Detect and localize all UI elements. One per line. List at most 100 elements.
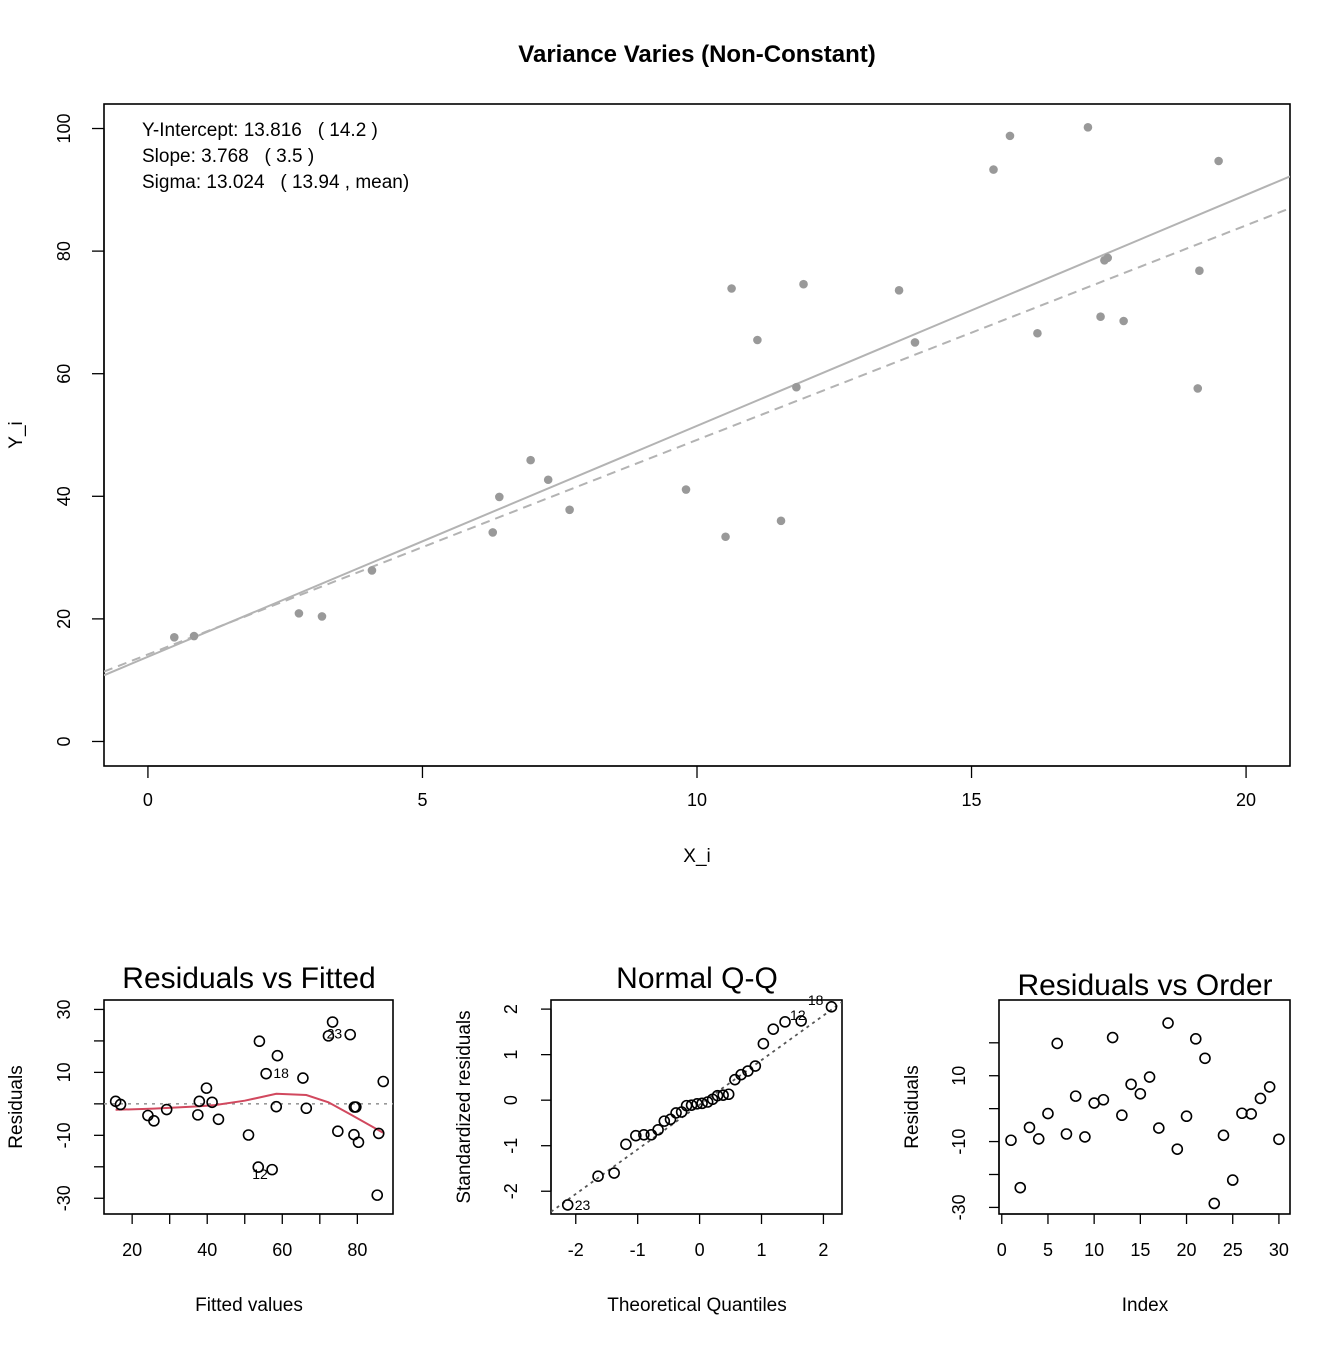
order-residual-point (1023, 1121, 1036, 1134)
residual-point (160, 1103, 173, 1116)
order-residual-point (1226, 1174, 1239, 1186)
fitted-x-tick-label: 80 (347, 1240, 367, 1260)
order-residual-point (1116, 1109, 1128, 1122)
point-label: 23 (327, 1026, 343, 1042)
order-residual-point (1263, 1081, 1276, 1093)
normal-qq-y-label: Standardized residuals (454, 1010, 475, 1203)
order-x-tick-label: 20 (1177, 1240, 1197, 1260)
intercept-annotation: Y-Intercept: 13.816 ( 14.2 ) (142, 120, 378, 141)
residual-point (192, 1109, 204, 1121)
qq-point (711, 1089, 724, 1102)
residual-point (206, 1096, 218, 1109)
data-point (894, 286, 904, 295)
order-residual-point (1106, 1031, 1119, 1044)
data-point (488, 528, 498, 537)
data-point (681, 485, 691, 494)
main-x-tick-label: 10 (687, 790, 707, 810)
data-point (753, 335, 762, 345)
order-residual-point (1217, 1129, 1230, 1142)
order-residual-point (1245, 1108, 1257, 1120)
normal-qq-panel: Normal Q-Q Theoretical Quantiles Standardi… (454, 962, 843, 1316)
order-residual-point (1180, 1110, 1193, 1123)
qq-point (685, 1099, 698, 1111)
qq-point (696, 1097, 708, 1110)
residual-point (297, 1072, 309, 1084)
qq-point (652, 1123, 664, 1136)
qq-point (722, 1088, 735, 1101)
qq-point (825, 1001, 838, 1013)
order-residual-point (1143, 1071, 1156, 1083)
residuals-vs-order-x-label: Index (1122, 1295, 1169, 1316)
qq-point (658, 1115, 671, 1127)
residual-point (212, 1113, 225, 1126)
order-residual-point (1042, 1107, 1054, 1120)
main-scatter-panel: Variance Varies (Non-Constant) X_i Y_i Y… (6, 41, 1291, 867)
order-residual-point (1005, 1134, 1017, 1147)
point-label: 12 (252, 1166, 268, 1182)
qq-x-tick-label: 0 (695, 1240, 705, 1260)
qq-point (680, 1099, 693, 1112)
data-point (169, 632, 179, 642)
main-plot-title: Variance Varies (Non-Constant) (518, 41, 875, 68)
residuals-vs-fitted-title: Residuals vs Fitted (122, 962, 375, 995)
sigma-annotation: Sigma: 13.024 ( 13.94 , mean) (142, 172, 409, 193)
order-x-tick-label: 15 (1130, 1240, 1150, 1260)
data-point (495, 492, 504, 502)
data-point (792, 382, 801, 392)
order-residual-point (1051, 1037, 1063, 1050)
order-x-tick-label: 10 (1084, 1240, 1104, 1260)
qq-point (795, 1015, 807, 1027)
main-y-tick-label: 80 (54, 241, 74, 261)
order-x-tick-label: 30 (1269, 1240, 1289, 1260)
residual-point (253, 1035, 266, 1048)
qq-point (630, 1129, 642, 1142)
fitted-y-tick-label: 30 (54, 999, 74, 1019)
residual-point (114, 1098, 127, 1111)
residual-point (193, 1095, 206, 1108)
main-lines (104, 175, 1290, 677)
main-y-tick-label: 0 (54, 736, 74, 746)
order-residual-point (1208, 1197, 1221, 1210)
data-point (1193, 384, 1203, 393)
qq-y-tick-label: -1 (501, 1138, 521, 1154)
residual-point (200, 1082, 213, 1094)
qq-point (561, 1199, 574, 1211)
order-x-tick-label: 25 (1223, 1240, 1243, 1260)
order-residual-point (1134, 1088, 1147, 1100)
residual-point (332, 1125, 344, 1138)
main-x-tick-label: 0 (143, 790, 153, 810)
qq-y-tick-label: 0 (501, 1095, 521, 1105)
qq-point (638, 1128, 650, 1141)
residual-point (260, 1067, 272, 1080)
residual-point (148, 1115, 160, 1127)
qq-point (620, 1138, 632, 1151)
residual-point (350, 1101, 362, 1113)
fitted-y-tick-label: -30 (54, 1185, 74, 1211)
qq-x-tick-label: 2 (818, 1240, 828, 1260)
qq-point (767, 1023, 780, 1035)
order-residual-point (1060, 1128, 1073, 1140)
qq-point (749, 1060, 762, 1072)
residual-point (270, 1100, 283, 1113)
qq-point (691, 1098, 703, 1110)
data-point (1005, 131, 1015, 141)
fitted-x-tick-label: 20 (122, 1240, 142, 1260)
order-residual-point (1171, 1143, 1184, 1155)
order-residual-point (1153, 1122, 1165, 1134)
qq-point (757, 1037, 770, 1050)
residuals-vs-fitted-panel: Residuals vs Fitted Fitted values Residual… (6, 962, 394, 1316)
data-point (526, 455, 535, 465)
qq-point (717, 1089, 729, 1101)
order-y-tick-label: 10 (949, 1066, 969, 1086)
residuals-vs-fitted-y-label: Residuals (6, 1065, 27, 1148)
residual-point (372, 1127, 385, 1140)
data-point (776, 516, 786, 526)
data-point (721, 532, 730, 542)
true-regression-line (104, 207, 1290, 673)
order-residual-point (1162, 1017, 1174, 1029)
qq-point (608, 1167, 620, 1179)
qq-y-tick-label: 1 (501, 1050, 521, 1060)
main-x-tick-label: 15 (962, 790, 982, 810)
fitted-y-tick-label: -10 (54, 1122, 74, 1148)
order-residual-point (1079, 1131, 1091, 1143)
